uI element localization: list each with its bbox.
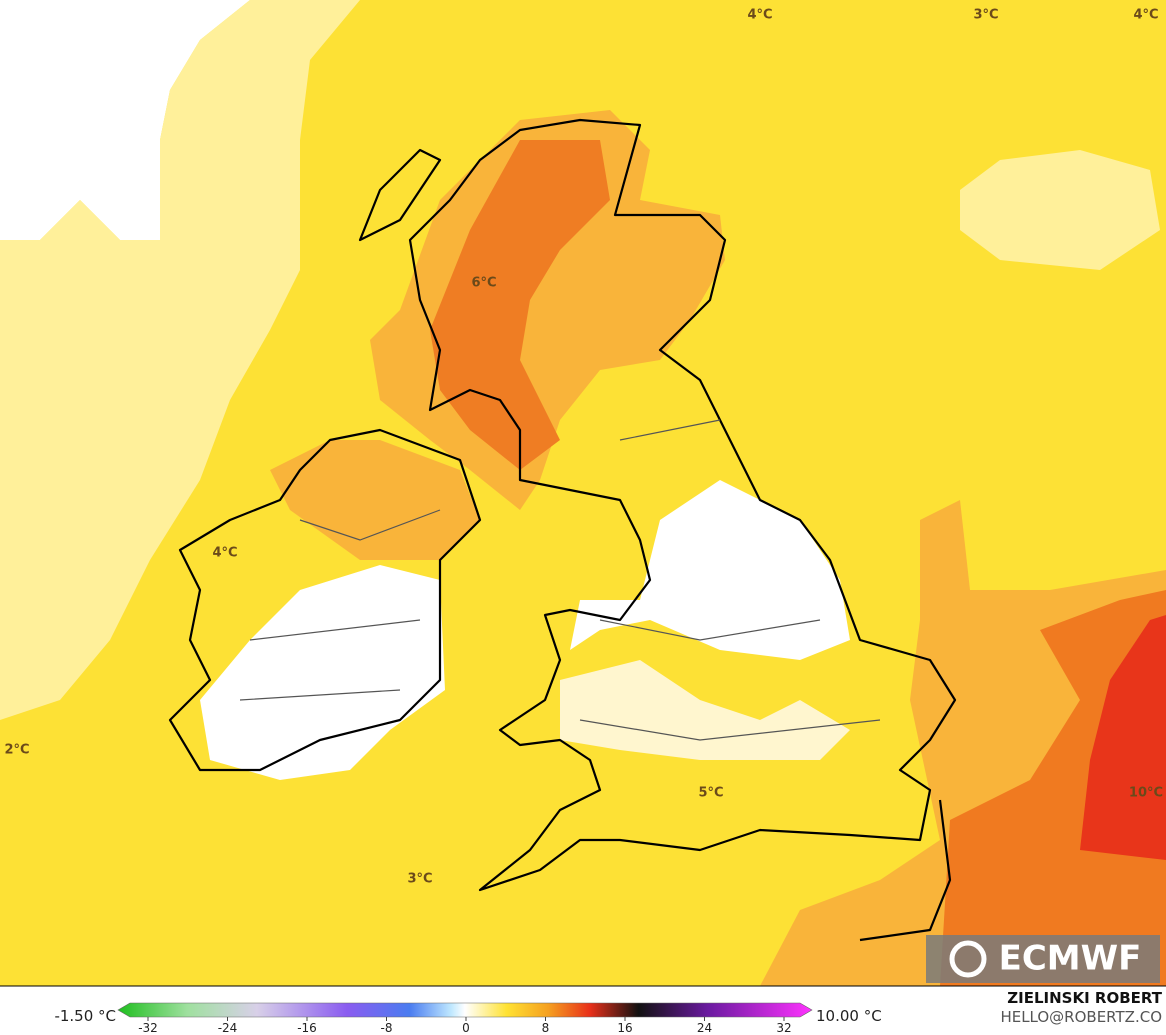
- coastline-continent: [859, 799, 952, 942]
- mild-region: [560, 660, 850, 760]
- colorbar-tick-label: 32: [776, 1021, 791, 1035]
- colorbar-tick-label: -16: [297, 1021, 317, 1035]
- colorbar-tick-label: -24: [218, 1021, 238, 1035]
- temperature-label: 4°C: [747, 8, 772, 23]
- temperature-label: 4°C: [1133, 8, 1158, 23]
- temperature-label: 2°C: [4, 743, 29, 758]
- cold-region: [0, 0, 250, 240]
- temperature-label: 4°C: [212, 546, 237, 561]
- colorbar-ramp: [117, 1002, 813, 1018]
- colorbar-max-label: 10.00 °C: [816, 1007, 882, 1025]
- colorbar-tick-label: 8: [542, 1021, 550, 1035]
- warm-region: [270, 440, 480, 560]
- colorbar-tick-label: 16: [617, 1021, 632, 1035]
- map: 4°C 3°C 4°C 6°C 4°C 2°C 5°C 10°C 3°C ECM…: [0, 0, 1166, 986]
- temperature-label: 3°C: [973, 8, 998, 23]
- colorbar-tick-label: 24: [697, 1021, 712, 1035]
- colorbar-min-label: -1.50 °C: [54, 1007, 116, 1025]
- cold-region: [570, 480, 850, 660]
- temperature-label: 3°C: [407, 872, 432, 887]
- temperature-label: 6°C: [471, 276, 496, 291]
- mild-region: [0, 0, 360, 720]
- credit-author: ZIELINSKI ROBERT: [1007, 989, 1162, 1007]
- logo-text: ECMWF: [999, 939, 1142, 979]
- credit-contact: HELLO@ROBERTZ.CO: [1000, 1008, 1162, 1026]
- colorbar: -1.50 °C 10.00 °C -32 -24 -16 -8 0 8 16 24 32: [54, 1002, 882, 1035]
- colorbar-tick-label: -32: [138, 1021, 158, 1035]
- cold-region: [200, 565, 445, 780]
- coastline-ireland: [168, 428, 482, 772]
- temperature-label: 5°C: [698, 786, 723, 801]
- mild-region: [960, 150, 1160, 270]
- colorbar-tick-label: -8: [381, 1021, 393, 1035]
- coastline-great-britain: [408, 118, 957, 892]
- warmest-region: [1080, 615, 1166, 860]
- logo-icon: [949, 940, 987, 978]
- admin-borders: [239, 419, 881, 741]
- coastline-hebrides: [358, 148, 442, 242]
- warmer-region: [430, 140, 610, 470]
- colorbar-tick-label: 0: [462, 1021, 470, 1035]
- temperature-label: 10°C: [1129, 786, 1163, 801]
